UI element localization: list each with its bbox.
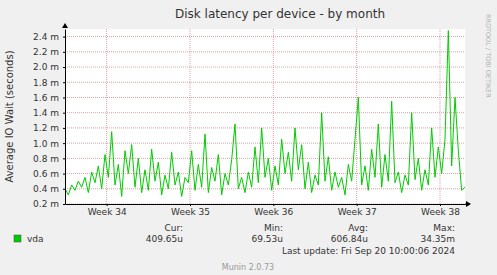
legend-stat-header: Min: <box>264 223 283 233</box>
y-tick-mark <box>63 174 65 175</box>
legend-stat-header: Max: <box>433 223 455 233</box>
y-tick-label: 0.6 m <box>33 169 59 179</box>
x-tick-mark <box>440 204 441 206</box>
series-group <box>65 31 465 197</box>
y-grid-line <box>65 204 465 205</box>
x-axis-arrow-stem <box>465 204 467 205</box>
y-grid-line <box>65 112 465 113</box>
legend-stat-value: 409.65u <box>146 234 183 244</box>
y-tick-label: 0.4 m <box>33 184 59 194</box>
y-axis-arrow <box>62 23 68 28</box>
y-tick-mark <box>63 189 65 190</box>
y-tick: 1.8 m <box>33 78 65 88</box>
legend-label: vda <box>27 234 44 244</box>
y-tick-mark <box>63 128 65 129</box>
y-tick-mark <box>63 143 65 144</box>
y-grid-line <box>65 188 465 189</box>
y-tick-label: 1.8 m <box>33 78 59 88</box>
y-grid-line <box>65 127 465 128</box>
chart: Disk latency per device - by month Averag… <box>0 0 497 275</box>
y-tick-label: 1.4 m <box>33 108 59 118</box>
x-tick-label: Week 34 <box>88 207 127 217</box>
title: Disk latency per device - by month <box>175 7 385 21</box>
y-tick: 1.2 m <box>33 123 65 133</box>
x-tick-mark <box>190 204 191 206</box>
x-grid-line <box>106 29 107 204</box>
y-grid-line <box>65 82 465 83</box>
legend: vda Cur:409.65u Min:69.53u Avg:606.84u Max:3… <box>14 223 455 244</box>
plot-area <box>65 29 465 204</box>
y-tick-label: 2.2 m <box>33 47 59 57</box>
x-tick-label: Week 37 <box>338 207 377 217</box>
y-tick: 0.6 m <box>33 169 65 179</box>
y-tick: 2.0 m <box>33 62 65 72</box>
legend-stat-value: 69.53u <box>252 234 283 244</box>
y-tick: 0.4 m <box>33 184 65 194</box>
x-tick: Week 35 <box>171 204 210 217</box>
legend-stat-header: Cur: <box>164 223 183 233</box>
y-tick-label: 1.0 m <box>33 139 59 149</box>
legend-swatch <box>14 235 21 242</box>
series-line <box>65 31 465 197</box>
y-grid-line <box>65 36 465 37</box>
y-grid-line <box>65 67 465 68</box>
x-tick: Week 36 <box>254 204 293 217</box>
legend-stat-header: Avg: <box>348 223 368 233</box>
y-grid-line <box>65 97 465 98</box>
y-axis: 0.2 m 0.4 m 0.6 m 0.8 m 1.0 m 1.2 m 1.4 m 1.6 m… <box>33 30 65 210</box>
y-tick-label: 0.2 m <box>33 199 59 209</box>
x-tick-label: Week 38 <box>421 207 460 217</box>
x-tick: Week 37 <box>338 204 377 217</box>
background <box>0 0 497 275</box>
y-tick-mark <box>63 82 65 83</box>
y-tick: 2.4 m <box>33 32 65 42</box>
y-tick-mark <box>63 52 65 53</box>
legend-stat-value: 606.84u <box>331 234 368 244</box>
y-tick-label: 1.6 m <box>33 93 59 103</box>
y-tick-label: 1.2 m <box>33 123 59 133</box>
y-tick: 1.6 m <box>33 93 65 103</box>
y-axis-title: Average IO Wait (seconds) <box>4 50 15 182</box>
x-tick-label: Week 35 <box>171 207 210 217</box>
y-grid-line <box>65 158 465 159</box>
last-update: Last update: Fri Sep 20 10:00:06 2024 <box>282 246 455 256</box>
y-axis-line <box>65 30 66 205</box>
x-grid-line <box>190 29 191 204</box>
y-tick-mark <box>63 37 65 38</box>
y-tick-mark <box>63 113 65 114</box>
y-tick-label: 2.0 m <box>33 62 59 72</box>
y-grid-line <box>65 143 465 144</box>
x-tick-mark <box>107 204 108 206</box>
footer: Munin 2.0.73 <box>222 263 274 272</box>
y-tick-label: 2.4 m <box>33 32 59 42</box>
y-tick-mark <box>63 97 65 98</box>
y-tick: 1.4 m <box>33 108 65 118</box>
y-tick: 2.2 m <box>33 47 65 57</box>
x-grid-line <box>440 29 441 204</box>
y-tick: 1.0 m <box>33 139 65 149</box>
x-axis-arrow <box>466 201 471 207</box>
watermark: RRDTOOL / TOBI OETIKER <box>484 14 492 98</box>
y-tick-label: 0.8 m <box>33 154 59 164</box>
y-tick: 0.2 m <box>33 199 65 209</box>
y-tick-mark <box>63 204 65 205</box>
x-axis-line <box>66 204 466 205</box>
x-axis: Week 34 Week 35 Week 36 Week 37 Week 38 <box>66 204 466 217</box>
x-tick-mark <box>273 204 274 206</box>
y-tick: 0.8 m <box>33 154 65 164</box>
y-grid-line <box>65 51 465 52</box>
y-tick-mark <box>63 158 65 159</box>
grid <box>65 29 465 204</box>
y-tick-mark <box>63 67 65 68</box>
legend-stat-value: 34.35m <box>420 234 455 244</box>
x-tick-mark <box>357 204 358 206</box>
x-tick: Week 38 <box>421 204 460 217</box>
x-tick-label: Week 36 <box>254 207 293 217</box>
x-tick: Week 34 <box>88 204 127 217</box>
